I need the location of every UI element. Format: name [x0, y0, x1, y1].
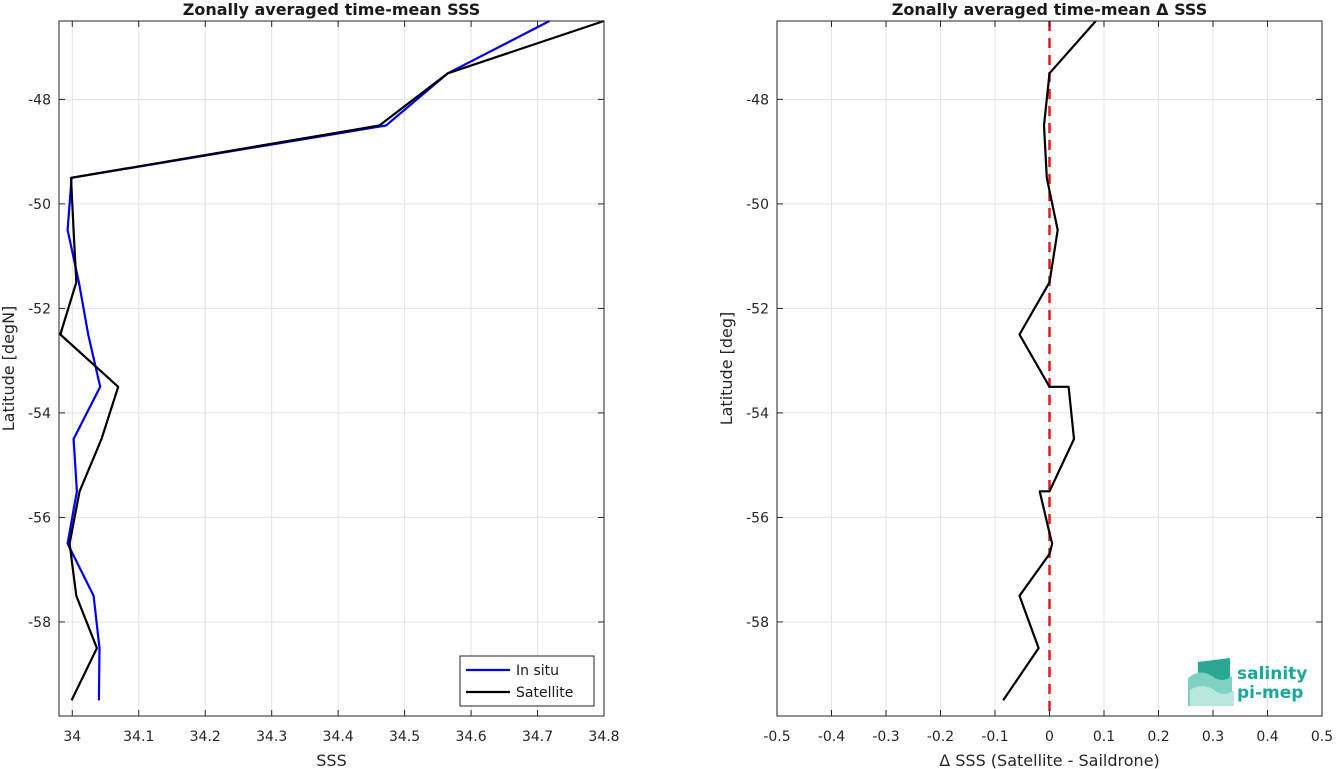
x-tick-label: 0.2 — [1147, 729, 1169, 745]
x-tick-label: 34.8 — [588, 729, 619, 745]
x-tick-label: 34.4 — [323, 729, 354, 745]
y-axis-label: Latitude [degN] — [0, 306, 18, 432]
y-tick-label: -48 — [746, 92, 769, 108]
delta-sss-panel: -0.5 -0.4 -0.3 -0.2 -0.1 0 0.1 0.2 0.3 0.4 0.5 -58 -… — [717, 0, 1333, 769]
y-tick-label: -50 — [746, 197, 769, 213]
x-axis-label: SSS — [316, 751, 346, 769]
x-tick-label: 0.4 — [1256, 729, 1278, 745]
y-tick-label: -58 — [746, 615, 769, 631]
y-tick-label: -56 — [746, 510, 769, 526]
x-tick-label: -0.2 — [927, 729, 954, 745]
x-tick-label: -0.4 — [818, 729, 845, 745]
y-tick-label: -58 — [28, 615, 51, 631]
x-tick-label: -0.5 — [763, 729, 790, 745]
x-tick-label: 34 — [63, 729, 81, 745]
wave-logo-icon — [1188, 658, 1234, 706]
x-tick-label: 0.1 — [1093, 729, 1115, 745]
x-tick-label: 0 — [1045, 729, 1054, 745]
x-tick-label: 0.5 — [1311, 729, 1333, 745]
axes-box — [58, 20, 605, 717]
sss-panel: 34 34.1 34.2 34.3 34.4 34.5 34.6 34.7 34.8 -58 -56… — [0, 0, 620, 769]
x-tick-label: 34.3 — [256, 729, 287, 745]
chart-title: Zonally averaged time-mean Δ SSS — [892, 0, 1208, 19]
x-tick-label: 34.1 — [123, 729, 154, 745]
x-tick-label: 34.7 — [522, 729, 553, 745]
x-tick-label: 34.6 — [455, 729, 486, 745]
salinity-pi-mep-logo: salinity pi-mep — [1188, 658, 1307, 706]
series-line-0 — [1002, 20, 1097, 701]
y-axis-label: Latitude [deg] — [717, 312, 736, 426]
y-tick-label: -52 — [746, 301, 769, 317]
y-tick-label: -56 — [28, 510, 51, 526]
y-tick-label: -54 — [746, 406, 769, 422]
x-tick-label: 34.2 — [190, 729, 221, 745]
series-line-in-situ — [66, 20, 551, 701]
y-tick-label: -50 — [28, 197, 51, 213]
x-axis-label: Δ SSS (Satellite - Saildrone) — [939, 751, 1160, 769]
legend-box — [459, 655, 595, 707]
legend-entry: Satellite — [516, 685, 573, 701]
legend-entry: In situ — [516, 663, 559, 679]
series-line-satellite — [59, 19, 605, 701]
chart-title: Zonally averaged time-mean SSS — [183, 0, 481, 19]
y-tick-label: -52 — [28, 301, 51, 317]
y-tick-label: -54 — [28, 406, 51, 422]
x-tick-label: -0.1 — [981, 729, 1008, 745]
x-tick-label: 34.5 — [389, 729, 420, 745]
legend: In situ Satellite — [459, 655, 595, 707]
x-tick-label: -0.3 — [872, 729, 899, 745]
logo-line2: pi-mep — [1237, 683, 1303, 703]
logo-line1: salinity — [1237, 664, 1307, 684]
x-tick-label: 0.3 — [1202, 729, 1224, 745]
y-tick-label: -48 — [28, 92, 51, 108]
